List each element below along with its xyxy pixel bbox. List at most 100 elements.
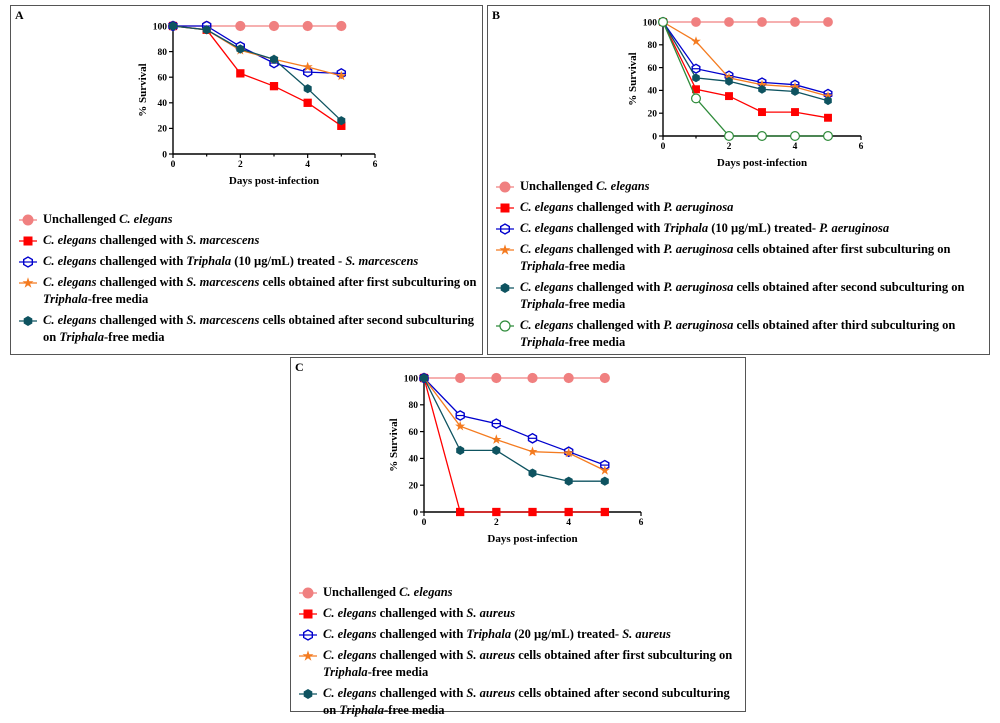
data-point [691, 93, 702, 104]
legend-text-part: challenged with [96, 275, 187, 289]
series-line [172, 25, 342, 77]
legend-text-part: C. elegans [323, 686, 377, 700]
data-point [455, 420, 466, 431]
y-tick-label: 80 [648, 41, 658, 51]
legend-marker [299, 629, 317, 641]
legend-text-part: C. elegans [520, 221, 574, 235]
legend-text-part: (10 µg/mL) treated - [231, 254, 346, 268]
legend-marker [496, 223, 514, 235]
data-point [492, 445, 501, 455]
legend-text-part: S. marcescens [186, 233, 260, 247]
legend-marker [19, 214, 37, 226]
legend-symbol [22, 277, 34, 288]
legend-text-part: challenged with [96, 313, 187, 327]
data-point [725, 92, 733, 101]
legend-text-part: C. elegans [323, 606, 377, 620]
legend-text-part: cells obtained after first subculturing … [259, 275, 477, 289]
data-point [599, 465, 610, 475]
legend-symbol [499, 320, 511, 332]
legend-text-part: Unchallenged [43, 212, 120, 226]
legend-b: Unchallenged C. elegans C. elegans challe… [496, 178, 986, 355]
legend-text-part: C. elegans [43, 313, 97, 327]
y-tick-label: 80 [158, 48, 168, 58]
panel-letter: A [15, 8, 24, 22]
panel-b: B 0 2 4 6 0 20 40 60 80 100 Days post-infection% S… [487, 5, 990, 355]
legend-text-part: -free media [564, 259, 626, 273]
series-line [423, 377, 606, 466]
legend-text-part: Triphala [520, 335, 565, 349]
data-point [724, 130, 735, 141]
legend-text-part: C. elegans [520, 242, 574, 256]
y-tick-label: 20 [409, 482, 419, 492]
legend-text-part: S. marcescens [345, 254, 419, 268]
legend-item-challenged: C. elegans challenged with S. marcescens [19, 232, 479, 249]
data-point [302, 20, 313, 32]
data-point [564, 476, 573, 486]
legend-symbol [23, 236, 33, 246]
data-point [236, 44, 245, 54]
legend-text-part: -free media [564, 297, 626, 311]
data-point [235, 20, 246, 32]
data-point [492, 507, 501, 517]
x-tick-label: 4 [305, 160, 310, 170]
y-tick-label: 100 [153, 22, 168, 32]
legend-text-part: challenged with [376, 627, 467, 641]
y-tick-label: 20 [648, 110, 658, 120]
data-point [823, 91, 833, 101]
series-line [662, 21, 829, 119]
legend-symbol [22, 214, 34, 226]
legend-item-second-sub: C. elegans challenged with P. aeruginosa… [496, 279, 986, 313]
series-challenged [659, 18, 832, 122]
legend-item-treated: C. elegans challenged with Triphala (20 … [299, 626, 739, 643]
series-third-sub [658, 17, 834, 141]
legend-symbol [22, 256, 34, 268]
y-tick-label: 0 [652, 132, 657, 142]
data-point [757, 130, 768, 141]
panel-c: C 0 2 4 6 0 20 40 60 80 100 Days post-infection% S… [290, 357, 746, 717]
legend-text-part: C. elegans [596, 179, 650, 193]
data-point [268, 20, 280, 32]
y-axis-label: % Survival [137, 63, 149, 116]
legend-text-part: C. elegans [323, 627, 377, 641]
legend-symbol [302, 650, 314, 661]
legend-text-part: Unchallenged [520, 179, 597, 193]
legend-text-part: challenged with [96, 233, 187, 247]
y-tick-label: 100 [643, 18, 658, 28]
data-point [236, 69, 245, 78]
data-point [528, 468, 537, 478]
legend-marker [299, 689, 317, 699]
legend-item-unchallenged: Unchallenged C. elegans [19, 211, 479, 228]
legend-marker [19, 236, 37, 246]
legend-text-part: cells obtained after third subculturing … [733, 318, 956, 332]
legend-item-challenged: C. elegans challenged with P. aeruginosa [496, 199, 986, 216]
x-tick-label: 6 [639, 518, 644, 528]
legend-symbol [499, 244, 511, 255]
legend-text-part: C. elegans [43, 233, 97, 247]
data-point [455, 410, 465, 421]
series-unchallenged [418, 372, 610, 384]
x-axis-label: Days post-infection [229, 175, 319, 187]
legend-item-second-sub: C. elegans challenged with S. marcescens… [19, 312, 479, 346]
legend-text-part: C. elegans [119, 212, 173, 226]
series-line [423, 377, 605, 513]
legend-text-part: challenged with [376, 648, 467, 662]
legend-item-treated: C. elegans challenged with Triphala (10 … [496, 220, 986, 237]
legend-text-part: S. aureus [466, 686, 516, 700]
data-point [491, 418, 502, 430]
y-tick-label: 20 [158, 125, 168, 135]
legend-symbol [302, 587, 314, 599]
series-second-sub [169, 21, 346, 126]
legend-text-part: C. elegans [323, 648, 377, 662]
legend-text-part: Triphala [520, 259, 565, 273]
data-point [337, 121, 346, 130]
legend-label: C. elegans challenged with S. marcescens [43, 233, 259, 247]
panel-letter: C [295, 360, 304, 374]
legend-text-part: Triphala [59, 330, 105, 344]
legend-item-second-sub: C. elegans challenged with S. aureus cel… [299, 685, 739, 719]
series-line [172, 25, 342, 127]
legend-text-part: -free media [367, 665, 429, 679]
x-tick-label: 2 [238, 160, 243, 170]
data-point [791, 108, 799, 117]
